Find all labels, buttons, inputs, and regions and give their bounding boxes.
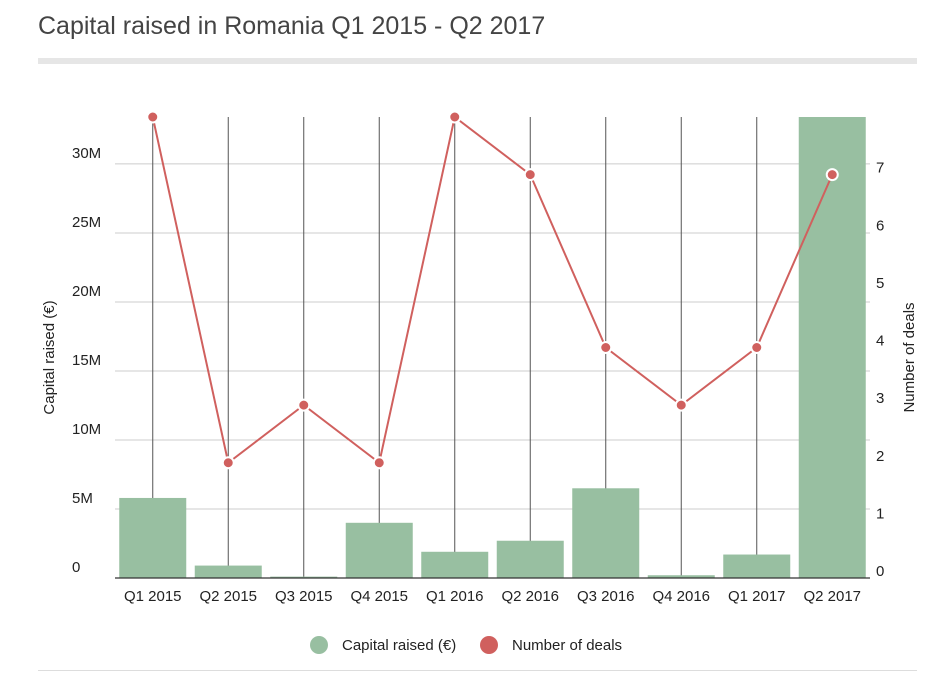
bottom-divider (38, 670, 917, 671)
x-tick-label: Q3 2015 (275, 588, 333, 605)
right-axis-title: Number of deals (901, 302, 918, 412)
deals-point-q3-2016[interactable] (599, 341, 613, 354)
right-tick-label: 7 (876, 160, 884, 177)
bar-q1-2016[interactable] (421, 551, 489, 578)
legend-swatch-deals (480, 636, 498, 654)
deals-line-layer (151, 115, 834, 465)
legend-item-deals[interactable]: Number of deals (480, 636, 622, 654)
x-tick-label: Q1 2017 (728, 588, 786, 605)
bar-q4-2015[interactable] (345, 522, 413, 578)
x-tick-label: Q4 2016 (652, 588, 710, 605)
left-tick-label: 25M (72, 214, 101, 231)
right-tick-label: 4 (876, 333, 884, 350)
right-tick-label: 2 (876, 448, 884, 465)
x-tick-label: Q1 2016 (426, 588, 484, 605)
chart-title: Capital raised in Romania Q1 2015 - Q2 2… (38, 12, 546, 40)
bar-q2-2015[interactable] (194, 565, 262, 578)
x-axis-ticks: Q1 2015 Q2 2015 Q3 2015 Q4 2015 Q1 2016 Q2 20… (124, 588, 861, 605)
bar-q1-2017[interactable] (723, 554, 791, 578)
deals-point-q2-2015[interactable] (221, 456, 235, 470)
right-tick-label: 0 (876, 563, 884, 580)
deals-point-q4-2016[interactable] (674, 398, 688, 412)
left-tick-label: 10M (72, 421, 101, 438)
bar-q3-2015[interactable] (270, 576, 338, 578)
right-tick-label: 5 (876, 275, 884, 292)
title-divider (38, 58, 917, 64)
x-tick-label: Q2 2016 (501, 588, 559, 605)
deals-point-q4-2015[interactable] (372, 456, 386, 470)
bar-q3-2016[interactable] (572, 488, 640, 578)
right-tick-label: 6 (876, 217, 884, 234)
legend-label-deals: Number of deals (512, 637, 622, 654)
deals-point-q3-2015[interactable] (297, 398, 311, 412)
deals-point-q2-2016[interactable] (523, 168, 537, 182)
left-tick-label: 5M (72, 490, 93, 507)
left-tick-label: 15M (72, 352, 101, 369)
left-tick-label: 20M (72, 283, 101, 300)
legend-swatch-capital (310, 636, 328, 654)
left-axis-title: Capital raised (€) (41, 300, 58, 414)
right-tick-label: 3 (876, 390, 884, 407)
x-tick-label: Q2 2015 (199, 588, 257, 605)
x-tick-label: Q3 2016 (577, 588, 635, 605)
deals-point-q1-2017[interactable] (750, 341, 764, 354)
x-tick-label: Q2 2017 (803, 588, 861, 605)
deals-point-q1-2015[interactable] (146, 110, 160, 124)
deals-points (146, 110, 839, 470)
right-axis-ticks: 0 1 2 3 4 5 6 7 (876, 160, 884, 580)
legend: Capital raised (€) Number of deals (310, 636, 622, 654)
capital-bars (119, 117, 866, 578)
legend-label-capital: Capital raised (€) (342, 637, 456, 654)
legend-item-capital[interactable]: Capital raised (€) (310, 636, 456, 654)
x-tick-label: Q4 2015 (350, 588, 408, 605)
deals-point-q1-2016[interactable] (448, 110, 462, 124)
bar-q2-2017[interactable] (798, 117, 866, 578)
deals-line (151, 115, 834, 465)
bar-q4-2016[interactable] (647, 575, 715, 578)
x-tick-label: Q1 2015 (124, 588, 182, 605)
bar-q2-2016[interactable] (496, 540, 564, 578)
left-tick-label: 30M (72, 145, 101, 162)
left-axis-ticks: 0 5M 10M 15M 20M 25M 30M (72, 145, 101, 576)
bar-q1-2015[interactable] (119, 497, 187, 578)
right-tick-label: 1 (876, 505, 884, 522)
left-tick-label: 0 (72, 559, 80, 576)
deals-point-q2-2017[interactable] (825, 168, 839, 182)
horizontal-gridlines (115, 163, 870, 510)
